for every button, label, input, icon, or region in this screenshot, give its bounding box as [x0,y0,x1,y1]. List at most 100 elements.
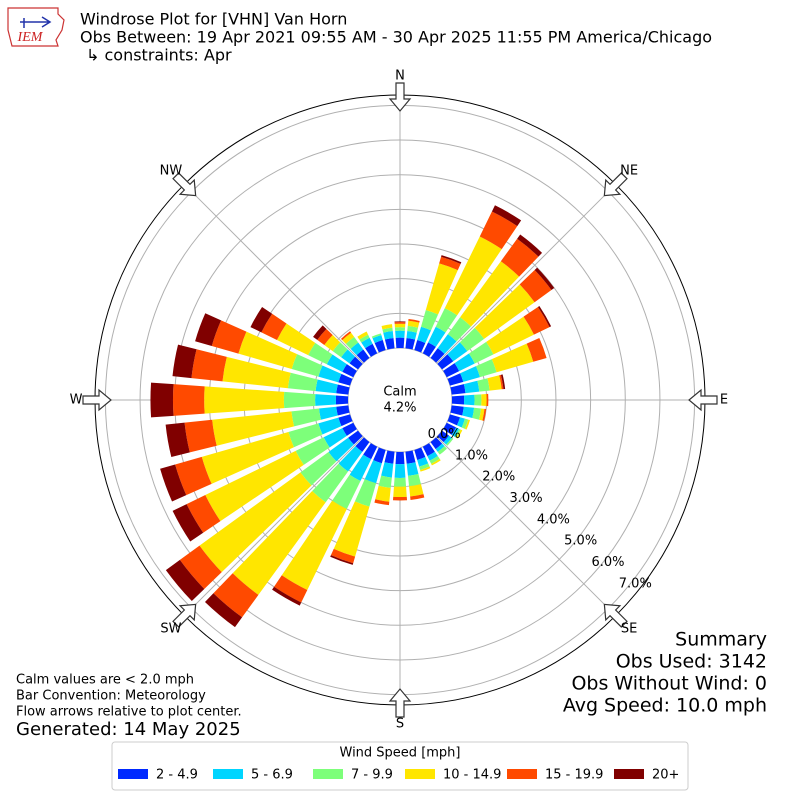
bar-segment [363,443,378,460]
bar-segment [261,313,287,340]
bar-segment [328,437,354,462]
bar-segment [374,340,386,353]
bar-segment [410,494,425,500]
legend-items: 2 - 4.9 5 - 6.9 7 - 9.9 10 - 14.9 15 - 19.9 2… [118,768,679,783]
calm-circle [348,348,452,452]
bar-segment [312,463,349,503]
bar-segment [291,408,321,427]
bar-segment [523,306,550,335]
bar-segment [519,269,552,303]
bar-segment [338,373,353,386]
bar-segment [361,337,373,349]
bar-segment [427,451,438,461]
note: Flow arrows relative to plot center. [16,705,242,720]
bar-segment [323,428,347,448]
bar-segment [422,443,435,457]
bar-segment [342,332,355,344]
bar-segment [336,384,350,395]
bar-segment [238,331,298,369]
bar-segment [419,463,430,470]
bar-segment [191,349,227,382]
legend-swatch [507,769,537,779]
bar-segment [500,374,506,390]
summary-title: Summary [675,629,767,651]
bar-segment [172,504,204,542]
bar-segment [342,422,357,436]
bar-segment [349,454,372,482]
note: Bar Convention: Meteorology [16,689,206,704]
bar-segment [430,437,443,450]
bar-segment [199,472,312,573]
bar-segment [468,341,494,364]
flow-arrow [172,603,197,628]
flow-arrow [688,388,718,412]
legend-title: Wind Speed [mph] [340,746,461,761]
legend-label: 2 - 4.9 [156,768,198,783]
bar-segment [408,318,420,323]
bar-segment [439,256,461,271]
bar-segment [393,486,407,498]
flow-arrow [82,388,112,412]
bar-segment [332,474,361,510]
calm-label: Calm [383,385,416,400]
bar-segment [165,422,190,458]
bar-segment [454,353,475,372]
chart-title: Windrose Plot for [VHN] Van Horn [80,10,347,29]
bar-segment [431,458,441,466]
bar-segment [381,462,394,478]
bar-segment [417,457,429,467]
bar-segment [459,327,485,352]
bar-segment [315,394,337,406]
logo-outline [7,7,65,47]
bar-segment [394,322,406,324]
bar-segment [463,380,480,394]
bar-segment [481,393,487,407]
bar-segment [336,405,350,416]
bar-segment [474,394,482,406]
bar-segment [317,328,333,345]
bar-segment [186,494,221,533]
bar-segment [318,417,342,435]
bar-segment [383,331,394,340]
bar-segment [359,334,370,343]
bar-segment [287,372,318,392]
bar-segment [172,384,205,416]
bar-segment [395,330,405,338]
bar-segment [160,464,187,502]
bar-segment [462,406,475,419]
bar-segment [394,463,406,478]
bar-segment [499,374,504,390]
legend-swatch [118,769,148,779]
bar-segment [195,313,222,347]
bar-segment [184,419,217,453]
constraints: ↳ constraints: Apr [86,46,232,65]
bar-segment [375,485,391,502]
bar-segment [341,331,352,341]
bar-segment [456,429,463,439]
bar-segment [308,342,333,365]
bar-segment [451,395,465,405]
legend-label: 5 - 6.9 [251,768,293,783]
r-tick-label: 0.0% [428,427,461,442]
bar-segment [205,450,304,522]
flow-arrow [603,172,628,197]
compass-label: N [395,69,405,84]
bar-segment [392,496,408,501]
bar-segment [373,447,386,464]
bar-segment [326,354,347,372]
r-tick-label: 1.0% [455,448,488,463]
bar-segment [407,320,420,328]
bar-segment [395,337,405,349]
compass-label: NW [160,163,183,178]
bar-segment [447,414,460,426]
bar-segment [406,462,419,476]
bar-segment [374,499,390,506]
bar-segment [534,267,555,290]
bar-segment [441,255,462,264]
bar-segment [288,423,323,448]
bar-segment [474,284,535,339]
bar-segment [330,548,356,564]
bar-segment [250,306,273,333]
bar-segment [461,418,469,429]
bar-segment [394,323,406,328]
